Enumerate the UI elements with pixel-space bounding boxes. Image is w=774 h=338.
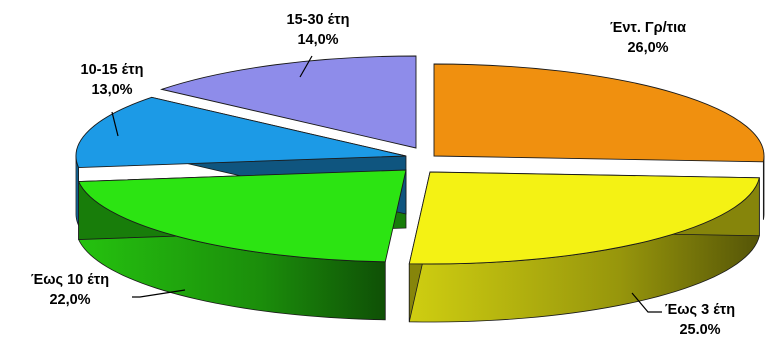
leader-line-4 [299, 55, 313, 78]
slice-label-4: 15-30 έτη [287, 12, 350, 28]
slice-label-1: Έως 3 έτη [665, 302, 735, 318]
pie-slice-2 [77, 169, 407, 263]
slice-label-2: Έως 10 έτη [31, 272, 109, 288]
leader-line-2 [132, 289, 186, 298]
pie-tops [75, 55, 765, 265]
slice-label-0: Έντ. Γρ/τια [610, 20, 686, 36]
pie-slice-1 [408, 171, 760, 265]
slice-value-label-3: 13,0% [91, 82, 132, 98]
slice-labels: Έντ. Γρ/τια 26,0% Έως 3 έτη 25.0% Έως 10 έτη… [31, 12, 735, 338]
leader-lines [111, 55, 662, 313]
slice-value-label-4: 14,0% [297, 32, 338, 48]
slice-label-3: 10-15 έτη [81, 62, 144, 78]
pie-slice-4 [160, 55, 417, 149]
leader-line-3 [111, 111, 119, 137]
leader-line-1 [631, 292, 662, 313]
pie-slice-0 [433, 63, 765, 163]
slice-value-label-1: 25.0% [679, 322, 720, 338]
slice-value-label-0: 26,0% [627, 40, 668, 56]
slice-side-0 [762, 156, 765, 220]
slice-value-label-2: 22,0% [49, 292, 90, 308]
pie-slice-3 [75, 96, 407, 168]
